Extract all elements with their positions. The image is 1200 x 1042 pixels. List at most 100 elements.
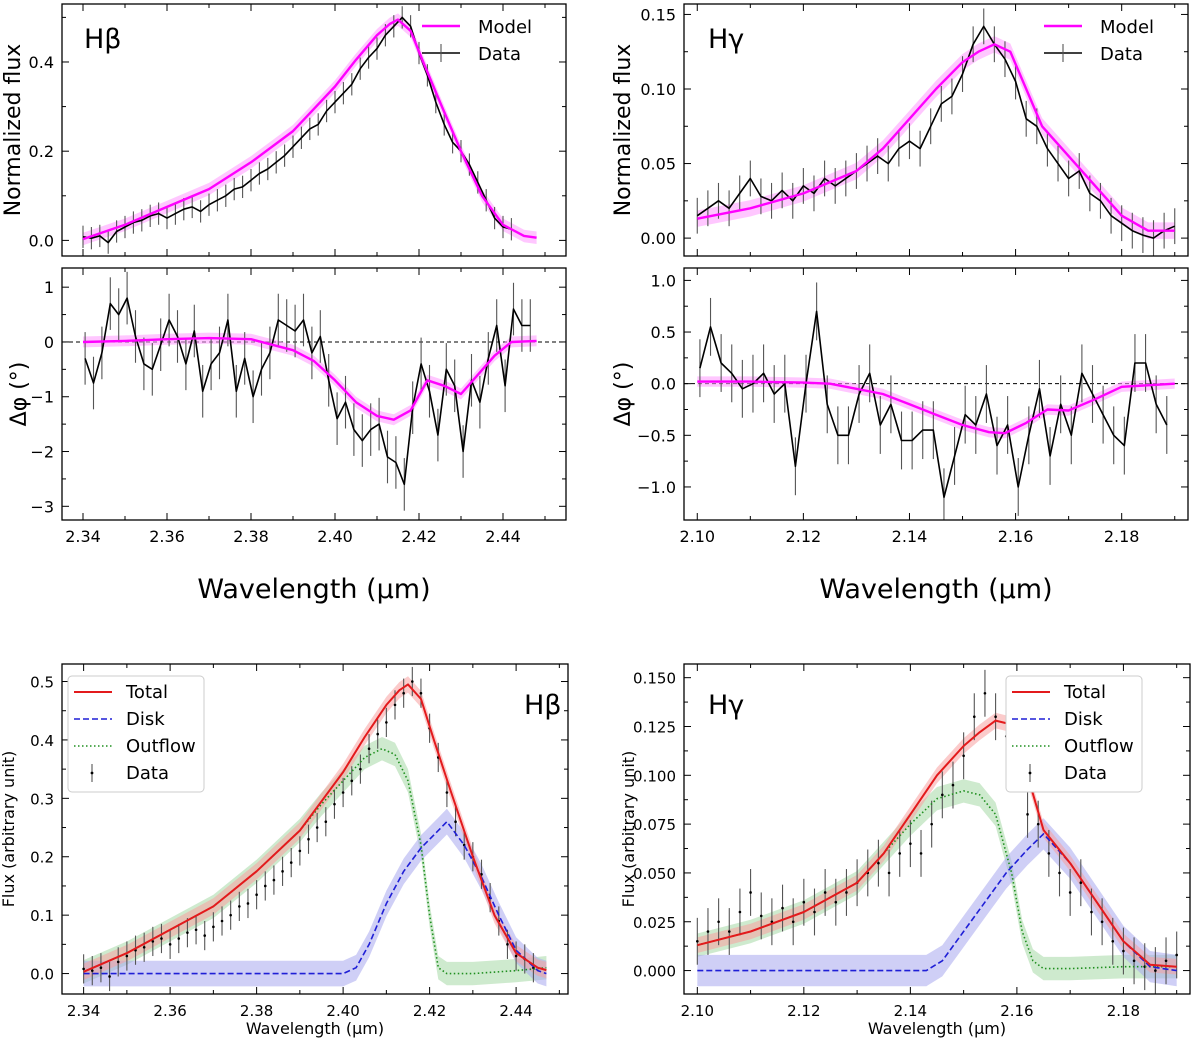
data-point	[307, 837, 310, 841]
x-tick-label: 2.36	[153, 1002, 186, 1020]
y-tick-label: 0.0	[30, 966, 54, 984]
data-point	[706, 930, 710, 933]
data-point	[1058, 871, 1061, 875]
data-point	[160, 937, 163, 940]
panel-title: Hγ	[708, 24, 744, 55]
y-tick-label: 0.05	[640, 155, 676, 174]
data-point	[1047, 852, 1051, 855]
y-tick-label: 0.125	[633, 718, 676, 736]
x-tick-label: 2.40	[326, 1002, 359, 1020]
data-point	[125, 954, 129, 958]
data-errorbars	[699, 282, 1168, 520]
legend-label: Total	[125, 682, 168, 703]
y-tick-label: 0.2	[30, 849, 54, 867]
total-uncertainty-band	[83, 676, 547, 980]
data-point	[454, 820, 457, 823]
panel-title: Hβ	[84, 24, 122, 55]
data-point	[823, 891, 827, 894]
data-point	[341, 791, 345, 794]
data-point	[272, 878, 276, 882]
data-point	[402, 691, 405, 695]
data-point	[1122, 949, 1125, 953]
x-tick-label: 2.38	[240, 1002, 273, 1020]
legend-label: Disk	[126, 709, 165, 730]
disk-uncertainty-band	[697, 818, 1177, 987]
legend-label: Data	[1064, 763, 1107, 784]
data-point	[289, 861, 293, 864]
y-tick-label: −2	[30, 443, 54, 462]
x-tick-label: 2.42	[413, 1002, 446, 1020]
data-point	[1154, 969, 1157, 972]
data-line	[696, 25, 1176, 239]
data-point	[350, 779, 354, 783]
total-line	[83, 683, 547, 973]
data-line	[82, 16, 512, 244]
data-point	[514, 954, 518, 958]
data-point	[983, 691, 987, 695]
legend-data-point	[1028, 771, 1032, 775]
data-point	[919, 852, 923, 855]
data-point	[411, 680, 414, 683]
data-point	[151, 940, 155, 943]
panel-hg_phase: −1.0 −0.5 0.0 0.5 1.0 2.10 2.12 2.14 2.16 2.18 Δφ …	[611, 267, 1189, 605]
total-line	[697, 719, 1177, 968]
data-point	[717, 920, 720, 924]
x-tick-label: 2.14	[892, 527, 928, 546]
panel-title: Hβ	[524, 690, 562, 721]
data-point	[376, 732, 380, 736]
y-axis-label: Flux (arbitrary unit)	[619, 751, 638, 908]
data-point	[738, 910, 742, 914]
x-tick-label: 2.34	[65, 527, 101, 546]
data-point	[834, 900, 838, 904]
legend-frame	[67, 675, 205, 793]
x-tick-label: 2.36	[149, 527, 185, 546]
model-uncertainty-band	[697, 36, 1175, 239]
x-axis-label: Wavelength (μm)	[197, 574, 430, 605]
ticks	[684, 268, 1188, 520]
data-point	[802, 900, 806, 904]
x-tick-label: 2.14	[894, 1002, 927, 1020]
data-point	[255, 893, 258, 897]
data-point	[898, 852, 902, 855]
legend-label: Model	[1100, 17, 1154, 38]
plot-area	[696, 8, 1176, 256]
y-tick-label: −1	[30, 388, 54, 407]
data-line	[84, 297, 531, 486]
plot-area	[684, 282, 1188, 520]
plot-area	[696, 669, 1178, 994]
data-point	[194, 928, 198, 932]
data-point	[951, 783, 955, 787]
y-tick-label: 0.075	[633, 816, 676, 834]
data-point	[186, 931, 189, 934]
data-point	[781, 906, 784, 910]
data-point	[1111, 939, 1115, 943]
data-point	[90, 969, 94, 972]
y-tick-label: 0.3	[30, 790, 54, 808]
legend: Model Data	[422, 17, 532, 65]
data-point	[393, 703, 397, 707]
data-point	[1164, 959, 1168, 963]
legend-label: Model	[478, 17, 532, 38]
total-uncertainty-band	[697, 712, 1177, 975]
data-point	[333, 802, 336, 806]
y-axis-label: Normalized flux	[611, 44, 636, 217]
axes-frame	[683, 3, 1189, 257]
data-point	[930, 822, 933, 826]
data-point	[238, 905, 241, 908]
y-axis-label: Δφ (°)	[611, 362, 636, 427]
legend: Model Data	[1044, 17, 1154, 65]
x-tick-label: 2.10	[679, 527, 715, 546]
data-point	[941, 793, 944, 797]
data-point	[727, 930, 731, 933]
x-tick-label: 2.38	[233, 527, 269, 546]
y-axis-label: Flux (arbitrary unit)	[0, 751, 18, 908]
legend-label: Outflow	[1064, 736, 1134, 757]
y-tick-label: 0.000	[633, 963, 676, 981]
legend: Total Disk Outflow Data	[1005, 675, 1143, 793]
x-tick-label: 2.44	[499, 1002, 532, 1020]
data-point	[1079, 881, 1083, 884]
data-point	[445, 791, 449, 794]
data-point	[263, 884, 267, 888]
data-point	[203, 934, 207, 937]
y-tick-label: −1.0	[637, 478, 676, 497]
